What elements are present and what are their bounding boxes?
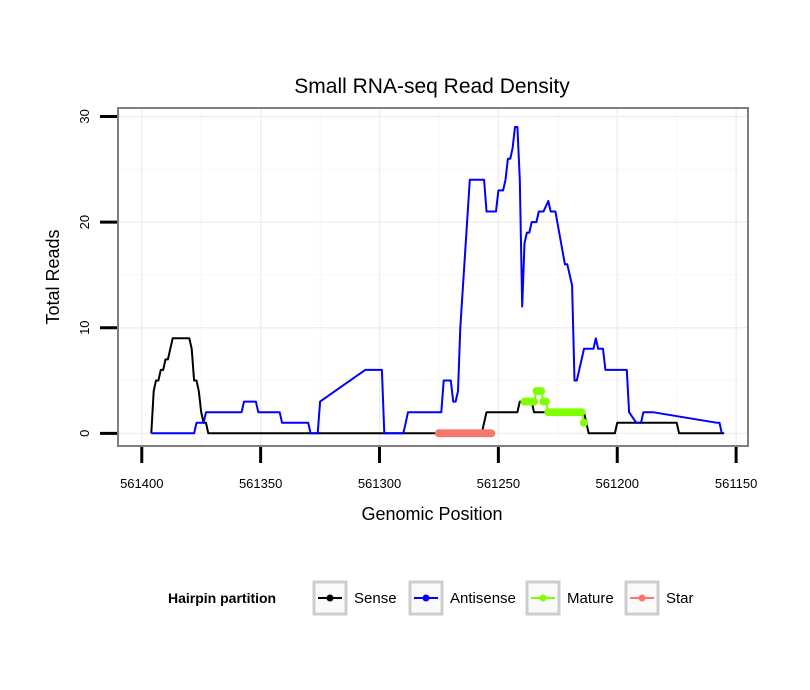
series-point-star [487,429,496,438]
x-tick-label: 561400 [120,476,163,491]
legend-label-sense: Sense [354,590,397,607]
series-point-mature [530,397,538,406]
series-layer [150,126,725,438]
x-tick-label: 561150 [715,476,757,491]
y-tick-label: 30 [77,109,92,123]
legend-item-antisense: Antisense [408,580,516,616]
y-tick-label: 10 [77,320,92,334]
x-tick-label: 561300 [358,476,401,491]
legend-label-star: Star [666,590,694,607]
y-axis-title: Total Reads [43,229,63,324]
y-axis: 0 10 20 30 [77,109,117,437]
grid-lines [118,108,748,446]
legend-item-mature: Mature [525,580,614,616]
series-point-mature [541,397,550,406]
chart-title: Small RNA-seq Read Density [294,75,570,98]
series-point-mature [537,387,546,396]
legend-label-mature: Mature [567,590,614,607]
series-point-mature [580,418,588,427]
legend-key-point [638,594,646,602]
x-axis-title: Genomic Position [361,504,502,524]
legend-label-antisense: Antisense [450,590,516,607]
legend: Hairpin partition Sense Antisense Mature St… [168,580,694,616]
y-tick-label: 20 [77,215,92,229]
series-line-antisense [151,126,723,435]
x-tick-label: 561200 [596,476,639,491]
x-axis: 561400 561350 561300 561250 561200 561150 [120,447,757,491]
legend-key-point [539,594,547,602]
x-tick-label: 561250 [477,476,520,491]
legend-key-point [422,594,430,602]
legend-title: Hairpin partition [168,590,276,606]
legend-item-star: Star [624,580,694,616]
x-tick-label: 561350 [239,476,282,491]
panel-background [118,108,748,446]
panel-border [117,107,749,447]
legend-item-sense: Sense [312,580,397,616]
legend-key-point [326,594,334,602]
plot-panel [117,107,749,447]
y-tick-label: 0 [77,430,92,437]
legend-items: Sense Antisense Mature Star [312,580,694,616]
series-point-mature [577,408,586,417]
